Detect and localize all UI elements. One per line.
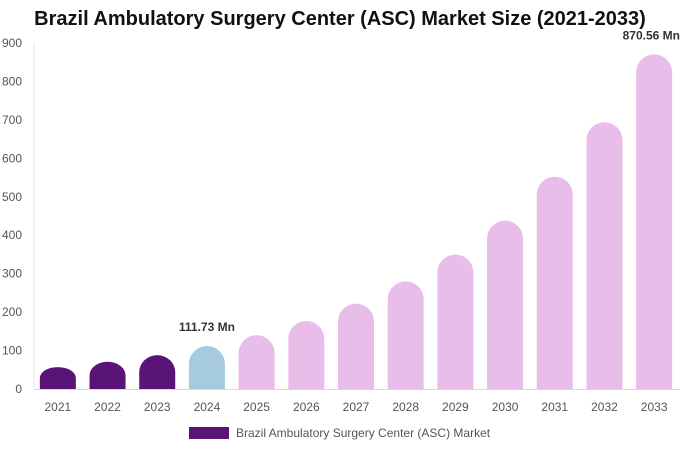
y-tick-label: 100 [2,344,22,358]
y-tick-label: 700 [2,113,22,127]
bar-2029[interactable] [437,254,474,389]
x-tick-label: 2022 [94,400,121,414]
bar-2024[interactable] [188,346,225,389]
x-tick-label: 2021 [44,400,71,414]
data-labels: 111.73 Mn 870.56 Mn [179,28,680,334]
chart-title: Brazil Ambulatory Surgery Center (ASC) M… [34,8,646,30]
x-tick-label: 2030 [492,400,519,414]
x-tick-label: 2033 [641,400,668,414]
bar-2026[interactable] [288,320,325,389]
x-tick-label: 2024 [194,400,221,414]
bar-2031[interactable] [536,176,573,389]
x-tick-label: 2026 [293,400,320,414]
data-label-2033: 870.56 Mn [623,28,680,42]
legend[interactable]: Brazil Ambulatory Surgery Center (ASC) M… [189,425,490,441]
x-tick-label: 2029 [442,400,469,414]
bar-2032[interactable] [586,122,623,389]
y-axis: 0 100 200 300 400 500 600 700 800 900 [2,36,680,396]
y-tick-label: 0 [15,382,22,396]
x-tick-label: 2031 [541,400,568,414]
x-tick-label: 2027 [343,400,370,414]
bar-2028[interactable] [387,281,424,389]
bar-2027[interactable] [338,303,374,389]
y-tick-label: 200 [2,305,22,319]
y-tick-label: 400 [2,228,22,242]
bars-group [39,54,673,389]
legend-swatch [189,427,229,439]
bar-2033[interactable] [636,54,673,389]
bar-2021[interactable] [39,367,76,389]
bar-2025[interactable] [238,335,275,389]
data-label-2024: 111.73 Mn [179,320,235,334]
x-tick-label: 2032 [591,400,618,414]
x-tick-label: 2023 [144,400,171,414]
y-tick-label: 800 [2,74,22,88]
legend-label: Brazil Ambulatory Surgery Center (ASC) M… [236,426,491,440]
x-axis: 2021 2022 2023 2024 2025 2026 2027 2028 2029 2030… [44,400,667,414]
x-tick-label: 2025 [243,400,270,414]
bar-2030[interactable] [487,220,524,389]
y-tick-label: 500 [2,190,22,204]
y-tick-label: 300 [2,267,22,281]
bar-2023[interactable] [139,355,176,389]
bar-2022[interactable] [89,361,126,389]
x-tick-label: 2028 [392,400,419,414]
y-tick-label: 600 [2,151,22,165]
y-tick-label: 900 [2,36,22,50]
